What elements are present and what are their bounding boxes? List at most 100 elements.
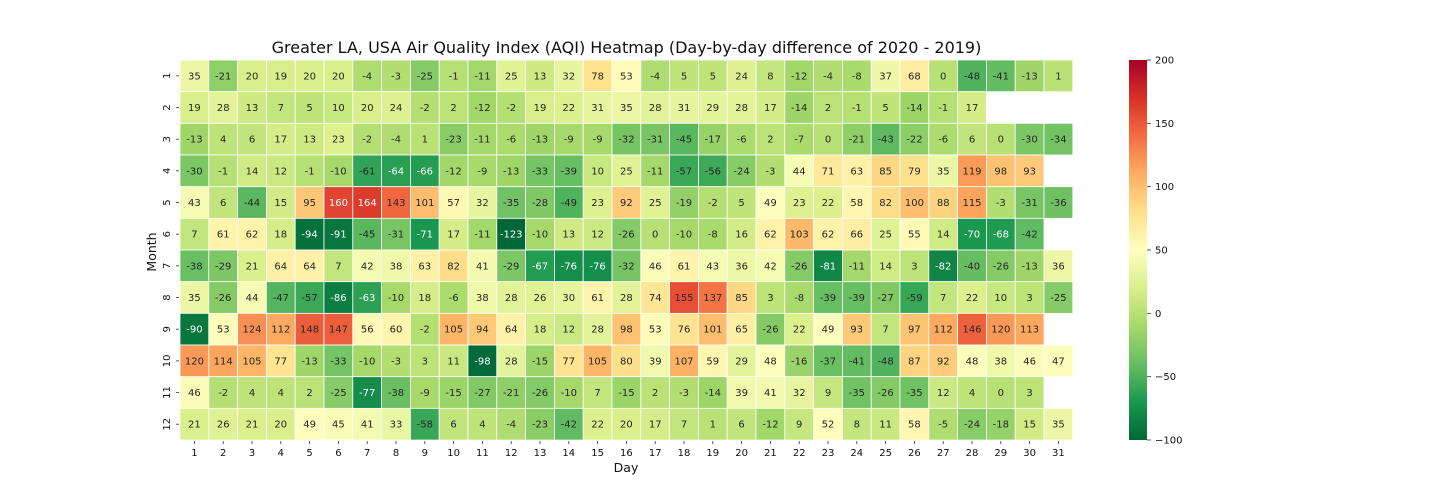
- cell-value-label: -13: [1021, 261, 1037, 272]
- heatmap-cell: [784, 376, 814, 409]
- x-tick-label: 12: [505, 448, 518, 459]
- heatmap-cell: [669, 59, 699, 93]
- cell-value-label: -21: [503, 388, 519, 399]
- cell-value-label: 85: [735, 293, 748, 304]
- y-tick-label: 7: [162, 263, 173, 269]
- cell-value-label: 0: [940, 71, 946, 82]
- cell-value-label: 8: [767, 71, 773, 82]
- heatmap-cell: [409, 281, 440, 314]
- heatmap-cell: [179, 217, 210, 251]
- heatmap-cell: [237, 217, 267, 251]
- cell-value-label: 10: [591, 166, 604, 177]
- cell-value-label: -33: [532, 166, 548, 177]
- cell-value-label: -9: [564, 135, 574, 146]
- cell-value-label: -35: [849, 388, 865, 399]
- heatmap-cell: [179, 312, 210, 346]
- cell-value-label: 120: [991, 325, 1010, 336]
- cell-value-label: -2: [506, 103, 516, 114]
- cell-value-label: 17: [447, 230, 460, 241]
- cell-value-label: 32: [562, 71, 575, 82]
- cell-value-label: 6: [450, 420, 456, 431]
- cell-value-label: 78: [591, 71, 604, 82]
- y-tick-label: 10: [162, 354, 173, 367]
- heatmap-cell: [899, 122, 930, 156]
- heatmap-cell: [294, 154, 325, 188]
- y-tick-label: 2: [162, 104, 173, 110]
- cell-value-label: -8: [794, 293, 804, 304]
- heatmap-cell: [755, 407, 786, 441]
- cell-value-label: 2: [767, 135, 773, 146]
- heatmap-cell: [813, 312, 843, 346]
- cell-value-label: 38: [390, 261, 403, 272]
- heatmap-cell: [986, 154, 1016, 188]
- cell-value-label: -59: [906, 293, 922, 304]
- cell-value-label: 36: [1052, 261, 1065, 272]
- cell-value-label: 5: [681, 71, 687, 82]
- heatmap-cell: [698, 281, 728, 314]
- heatmap-cell: [611, 217, 642, 251]
- cell-value-label: 44: [246, 293, 259, 304]
- colorbar: [1129, 60, 1147, 440]
- cell-value-label: -4: [362, 71, 372, 82]
- heatmap-cell: [784, 91, 814, 124]
- heatmap-cell: [525, 91, 555, 124]
- heatmap-cell: [525, 249, 555, 283]
- heatmap-cell: [928, 376, 958, 409]
- cell-value-label: 29: [735, 356, 748, 367]
- cell-value-label: -48: [964, 71, 980, 82]
- cell-value-label: -7: [794, 135, 804, 146]
- cell-value-label: 18: [534, 325, 547, 336]
- heatmap-cell: [640, 249, 670, 283]
- heatmap-cell: [755, 122, 786, 156]
- heatmap-cell: [784, 407, 814, 441]
- heatmap-cell: [294, 312, 325, 346]
- heatmap-cell: [496, 249, 526, 283]
- cell-value-label: 6: [969, 135, 975, 146]
- heatmap-cell: [352, 154, 382, 188]
- cell-value-label: 93: [850, 325, 863, 336]
- cell-value-label: -23: [445, 135, 461, 146]
- cell-value-label: -39: [849, 293, 865, 304]
- cell-value-label: 4: [479, 420, 485, 431]
- cell-value-label: -6: [938, 135, 948, 146]
- cell-value-label: 7: [278, 103, 284, 114]
- cell-value-label: 21: [188, 420, 201, 431]
- cell-value-label: -3: [996, 198, 1006, 209]
- cell-value-label: -57: [301, 293, 317, 304]
- heatmap-cell: [496, 344, 526, 378]
- cell-value-label: 3: [1026, 388, 1032, 399]
- heatmap-cell: [409, 407, 440, 441]
- cell-value-label: 62: [246, 230, 259, 241]
- cell-value-label: -37: [820, 356, 836, 367]
- cell-value-label: -24: [964, 420, 980, 431]
- heatmap-cell: [928, 186, 958, 219]
- heatmap-cell: [755, 91, 786, 124]
- cell-value-label: -30: [186, 166, 202, 177]
- cell-value-label: 4: [249, 388, 255, 399]
- heatmap-cell: [842, 186, 872, 219]
- cell-value-label: -9: [420, 388, 430, 399]
- cell-value-label: 49: [764, 198, 777, 209]
- cell-value-label: -25: [417, 71, 433, 82]
- cell-value-label: 3: [422, 356, 428, 367]
- heatmap-cell: [496, 407, 526, 441]
- cell-value-label: 0: [998, 135, 1004, 146]
- cell-value-label: 26: [534, 293, 547, 304]
- cell-value-label: 14: [246, 166, 259, 177]
- cell-value-label: -13: [186, 135, 202, 146]
- cell-value-label: 98: [620, 325, 633, 336]
- heatmap-cell: [755, 376, 786, 409]
- heatmap-cell: [928, 407, 958, 441]
- y-tick-label: 12: [162, 418, 173, 431]
- heatmap-cell: [554, 59, 584, 93]
- cell-value-label: 11: [447, 356, 460, 367]
- heatmap-cell: [582, 344, 613, 378]
- heatmap-cell: [957, 407, 987, 441]
- cell-value-label: -11: [647, 166, 663, 177]
- cell-value-label: -10: [676, 230, 692, 241]
- heatmap-cell: [352, 407, 382, 441]
- cell-value-label: 48: [764, 356, 777, 367]
- x-tick-label: 11: [476, 448, 489, 459]
- x-tick-label: 24: [850, 448, 863, 459]
- x-tick-label: 30: [1023, 448, 1036, 459]
